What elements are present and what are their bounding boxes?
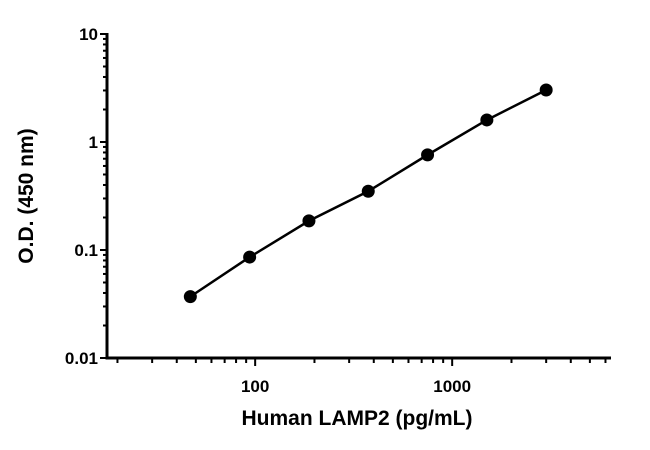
data-point xyxy=(421,148,435,162)
data-point xyxy=(243,250,257,264)
marks xyxy=(183,83,553,304)
axes: 0.01 0.1 1 10 100 1000 xyxy=(65,25,611,396)
data-point xyxy=(361,184,375,198)
x-axis-title: Human LAMP2 (pg/mL) xyxy=(242,407,473,430)
data-point xyxy=(480,113,494,127)
y-tick-label: 1 xyxy=(89,133,98,152)
y-tick-label: 0.01 xyxy=(65,349,98,368)
data-point xyxy=(302,214,316,228)
x-tick-label: 1000 xyxy=(433,377,471,396)
data-point xyxy=(539,83,553,97)
y-tick-label: 0.1 xyxy=(74,241,98,260)
data-point xyxy=(183,290,197,304)
y-axis-title: O.D. (450 nm) xyxy=(15,128,38,263)
x-tick-label: 100 xyxy=(241,377,269,396)
y-tick-label: 10 xyxy=(79,25,98,44)
